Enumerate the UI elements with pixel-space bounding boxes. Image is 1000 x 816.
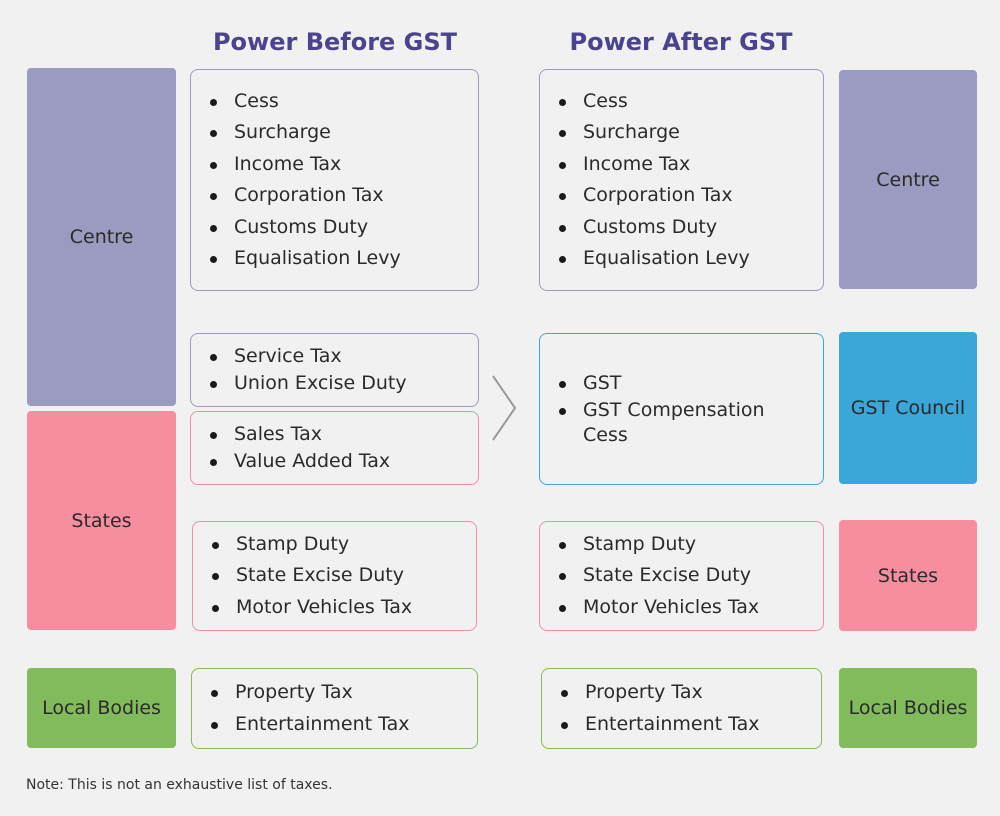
tax-list-item: State Excise Duty	[556, 560, 823, 592]
tax-list-item: Stamp Duty	[209, 529, 476, 561]
tax-list-item: Equalisation Levy	[207, 243, 478, 275]
tax-list-item: Entertainment Tax	[208, 709, 477, 741]
tax-list-item: Customs Duty	[556, 212, 823, 244]
right-block-local-bodies: Local Bodies	[839, 668, 977, 748]
before-states-taxes-box: Stamp Duty State Excise Duty Motor Vehicle…	[192, 521, 477, 631]
tax-list-item: Motor Vehicles Tax	[209, 592, 476, 624]
chevron-right-icon	[492, 375, 517, 441]
before-centre-indirect-box: Service Tax Union Excise Duty	[190, 333, 479, 407]
left-block-states: States	[27, 411, 176, 630]
right-block-states-label: States	[877, 564, 939, 587]
after-local-taxes-box: Property Tax Entertainment Tax	[541, 668, 822, 749]
before-centre-taxes-box: Cess Surcharge Income Tax Corporation Tax Cu…	[190, 69, 479, 291]
tax-list-item: Income Tax	[556, 149, 823, 181]
tax-list-item: Entertainment Tax	[558, 709, 821, 741]
heading-after-gst: Power After GST	[569, 28, 793, 56]
tax-list-item: Surcharge	[556, 117, 823, 149]
tax-list-item: Sales Tax	[207, 422, 478, 447]
after-states-taxes-list: Stamp Duty State Excise Duty Motor Vehicle…	[556, 529, 823, 624]
left-block-states-label: States	[71, 509, 132, 532]
tax-list-item: Stamp Duty	[556, 529, 823, 561]
after-states-taxes-box: Stamp Duty State Excise Duty Motor Vehicle…	[539, 521, 824, 631]
left-block-centre-label: Centre	[69, 226, 134, 248]
right-block-centre-label: Centre	[876, 168, 940, 191]
right-block-local-bodies-label: Local Bodies	[848, 697, 968, 719]
tax-list-item: Equalisation Levy	[556, 243, 823, 275]
heading-before-gst: Power Before GST	[212, 28, 458, 56]
right-block-gst-council: GST Council	[839, 332, 977, 484]
tax-list-item: Corporation Tax	[556, 180, 823, 212]
left-block-local-bodies: Local Bodies	[27, 668, 176, 748]
tax-list-item: Property Tax	[558, 677, 821, 709]
left-block-local-bodies-label: Local Bodies	[42, 697, 161, 719]
tax-list-item: Surcharge	[207, 117, 478, 149]
tax-list-item: Service Tax	[207, 344, 478, 369]
footnote: Note: This is not an exhaustive list of …	[26, 777, 333, 793]
tax-list-item: Motor Vehicles Tax	[556, 592, 823, 624]
before-local-taxes-list: Property Tax Entertainment Tax	[208, 677, 477, 740]
tax-list-item: Value Added Tax	[207, 449, 478, 474]
right-block-centre: Centre	[839, 70, 977, 289]
before-states-indirect-box: Sales Tax Value Added Tax	[190, 411, 479, 485]
after-local-taxes-list: Property Tax Entertainment Tax	[558, 677, 821, 740]
before-centre-taxes-list: Cess Surcharge Income Tax Corporation Tax Cu…	[207, 86, 478, 275]
tax-list-item: Cess	[207, 86, 478, 118]
after-centre-taxes-list: Cess Surcharge Income Tax Corporation Tax Cu…	[556, 86, 823, 275]
before-local-taxes-box: Property Tax Entertainment Tax	[191, 668, 478, 749]
before-states-indirect-list: Sales Tax Value Added Tax	[207, 422, 478, 474]
tax-list-item: Corporation Tax	[207, 180, 478, 212]
after-gst-taxes-box: GST GST Compensation Cess	[539, 333, 824, 485]
tax-list-item: State Excise Duty	[209, 560, 476, 592]
tax-list-item: GST	[556, 371, 783, 396]
right-block-states: States	[839, 520, 977, 631]
tax-list-item: Cess	[556, 86, 823, 118]
after-centre-taxes-box: Cess Surcharge Income Tax Corporation Tax Cu…	[539, 69, 824, 291]
tax-list-item: Union Excise Duty	[207, 371, 478, 396]
after-gst-taxes-list: GST GST Compensation Cess	[556, 371, 783, 448]
before-centre-indirect-list: Service Tax Union Excise Duty	[207, 344, 478, 396]
left-block-centre: Centre	[27, 68, 176, 406]
tax-list-item: Property Tax	[208, 677, 477, 709]
before-states-taxes-list: Stamp Duty State Excise Duty Motor Vehicle…	[209, 529, 476, 624]
tax-list-item: GST Compensation Cess	[556, 398, 783, 448]
right-block-gst-council-label: GST Council	[850, 397, 966, 419]
tax-list-item: Income Tax	[207, 149, 478, 181]
tax-list-item: Customs Duty	[207, 212, 478, 244]
